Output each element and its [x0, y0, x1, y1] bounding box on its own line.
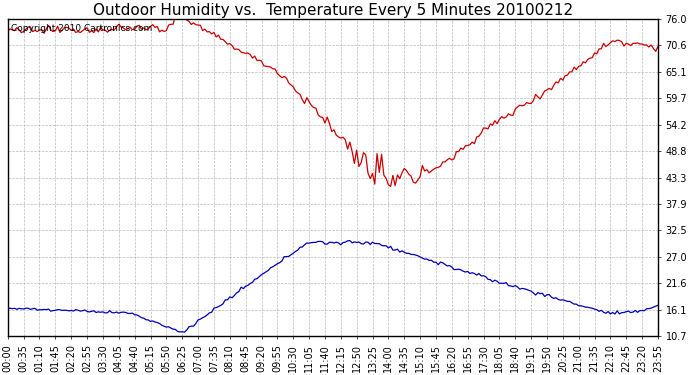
Title: Outdoor Humidity vs.  Temperature Every 5 Minutes 20100212: Outdoor Humidity vs. Temperature Every 5…: [93, 3, 573, 18]
Text: Copyright 2010 Cartronics.com: Copyright 2010 Cartronics.com: [11, 24, 152, 33]
